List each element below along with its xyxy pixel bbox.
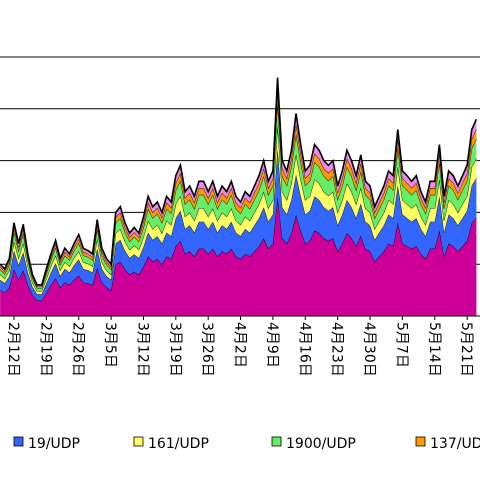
area-edge — [0, 196, 477, 301]
x-tick-label: 2月12日 — [5, 322, 21, 377]
x-tick-label: 5月7日 — [393, 322, 409, 368]
legend-label: 1900/UDP — [286, 436, 356, 452]
x-tick-label: 2月19日 — [37, 322, 53, 377]
legend-label: 161/UDP — [148, 436, 209, 452]
legend-swatch — [13, 436, 24, 447]
x-tick-label: 4月9日 — [264, 322, 280, 368]
area — [0, 196, 477, 316]
legend-label: 19/UDP — [28, 436, 80, 452]
legend-swatch — [415, 436, 426, 447]
legend-swatch — [271, 436, 282, 447]
x-tick-label: 5月21日 — [458, 322, 474, 377]
x-tick-label: 3月19日 — [167, 322, 183, 377]
area — [0, 101, 477, 292]
x-tick-label: 3月5日 — [102, 322, 118, 368]
area-edge — [0, 77, 478, 286]
x-tick-label: 5月14日 — [426, 322, 442, 377]
legend-label: 137/UDP — [430, 436, 480, 452]
x-tick-label: 4月2日 — [232, 322, 248, 368]
x-tick-label: 2月26日 — [70, 322, 86, 377]
x-tick-label: 4月30日 — [361, 322, 377, 377]
x-tick-label: 3月26日 — [199, 322, 215, 377]
area — [0, 125, 477, 295]
x-tick-label: 4月23日 — [329, 322, 345, 377]
legend-swatch — [133, 436, 144, 447]
x-tick-label: 3月12日 — [134, 322, 150, 377]
x-tick-label: 4月16日 — [296, 322, 312, 377]
area — [0, 149, 477, 301]
